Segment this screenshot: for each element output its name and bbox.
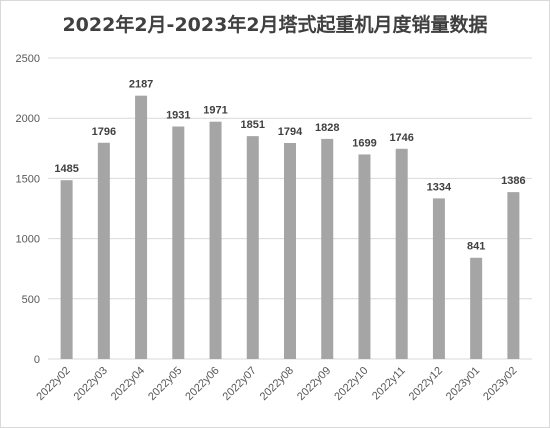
data-label: 1485 [54, 163, 78, 175]
bar [358, 154, 371, 359]
y-tick-label: 0 [34, 354, 40, 366]
x-tick-label: 2023y02 [481, 365, 519, 403]
x-tick-label: 2022y12 [407, 365, 445, 403]
data-label: 1796 [92, 126, 116, 138]
bar [432, 198, 445, 359]
data-label: 2187 [129, 79, 153, 91]
y-tick-label: 1500 [16, 173, 40, 185]
data-label: 841 [467, 241, 485, 253]
bar [209, 121, 222, 360]
x-tick-label: 2022y05 [146, 365, 184, 403]
data-label: 1794 [278, 126, 303, 138]
data-label: 1386 [501, 175, 525, 187]
y-tick-label: 2500 [16, 53, 40, 65]
data-label: 1746 [389, 132, 413, 144]
y-tick-label: 1000 [16, 234, 40, 246]
x-tick-label: 2022y08 [258, 365, 296, 403]
x-tick-label: 2023y01 [444, 365, 482, 403]
bar [470, 257, 483, 359]
x-tick-label: 2022y10 [332, 365, 370, 403]
x-tick-label: 2022y11 [370, 365, 408, 403]
data-label: 1334 [427, 181, 452, 193]
data-label: 1931 [166, 110, 190, 122]
x-tick-label: 2022y07 [221, 365, 259, 403]
data-label: 1971 [203, 105, 227, 117]
bar [507, 192, 520, 359]
x-tick-label: 2022y03 [72, 365, 110, 403]
bar [395, 148, 408, 359]
data-label: 1851 [241, 119, 265, 131]
bar [172, 126, 185, 359]
data-label: 1699 [352, 137, 376, 149]
y-tick-label: 2000 [16, 113, 40, 125]
x-tick-label: 2022y09 [295, 365, 333, 403]
y-tick-label: 500 [22, 294, 40, 306]
bar [284, 143, 296, 359]
bar [321, 138, 334, 359]
bar [246, 136, 259, 359]
chart-title: 2022年2月-2023年2月塔式起重机月度销量数据 [62, 14, 488, 36]
x-tick-label: 2022y02 [34, 365, 72, 403]
data-label: 1828 [315, 122, 339, 134]
bar [135, 95, 148, 359]
x-tick-label: 2022y06 [183, 365, 221, 403]
x-tick-label: 2022y04 [109, 365, 147, 403]
bar [97, 142, 110, 359]
bar [60, 180, 73, 359]
